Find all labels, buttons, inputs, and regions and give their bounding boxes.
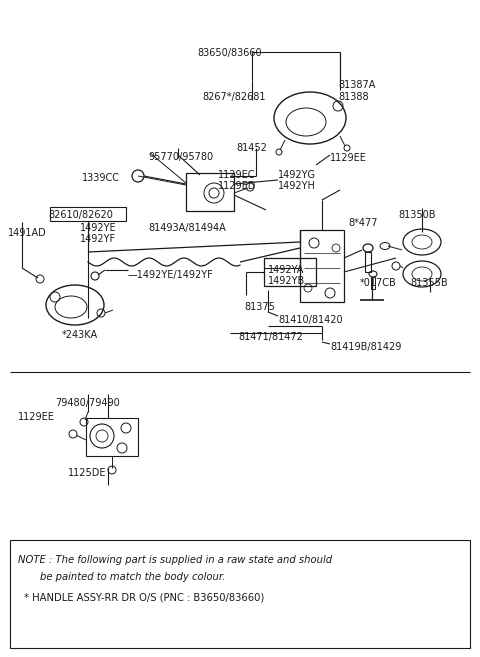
Text: NOTE : The following part is supplied in a raw state and should: NOTE : The following part is supplied in… — [18, 555, 332, 565]
Text: 81375: 81375 — [244, 302, 275, 312]
Text: 1129EC: 1129EC — [218, 170, 255, 180]
Text: 79480/79490: 79480/79490 — [55, 398, 120, 408]
Text: 81387A: 81387A — [338, 80, 375, 90]
Text: 8267*/82681: 8267*/82681 — [202, 92, 265, 102]
Text: 1492YB: 1492YB — [268, 276, 305, 286]
Bar — [371, 277, 375, 289]
Bar — [86, 418, 138, 456]
Text: 1339CC: 1339CC — [82, 173, 120, 183]
Bar — [264, 258, 316, 286]
Text: * HANDLE ASSY-RR DR O/S (PNC : B3650/83660): * HANDLE ASSY-RR DR O/S (PNC : B3650/836… — [24, 592, 264, 602]
Text: 95770/95780: 95770/95780 — [148, 152, 213, 162]
Text: 83650/83660: 83650/83660 — [198, 48, 262, 58]
Text: 81493A/81494A: 81493A/81494A — [148, 223, 226, 233]
Text: —1492YE/1492YF: —1492YE/1492YF — [128, 270, 214, 280]
Text: 1492YE: 1492YE — [80, 223, 117, 233]
Text: 1492YF: 1492YF — [80, 234, 116, 244]
Text: be painted to match the body colour.: be painted to match the body colour. — [40, 572, 225, 582]
Text: 81350B: 81350B — [398, 210, 435, 220]
Text: 8*477: 8*477 — [348, 218, 377, 228]
Text: 1125DE: 1125DE — [68, 468, 107, 478]
Text: 1129EE: 1129EE — [18, 412, 55, 422]
Text: 81410/81420: 81410/81420 — [278, 315, 343, 325]
Bar — [10, 540, 470, 648]
Text: 1129EE: 1129EE — [330, 153, 367, 163]
Text: 1492YG: 1492YG — [278, 170, 316, 180]
Text: 81355B: 81355B — [410, 278, 448, 288]
Circle shape — [309, 238, 319, 248]
Circle shape — [325, 288, 335, 298]
Text: 81471/81472: 81471/81472 — [238, 332, 303, 342]
Text: 81452: 81452 — [236, 143, 267, 153]
Text: 81388: 81388 — [338, 92, 369, 102]
Text: 1129ED: 1129ED — [218, 181, 256, 191]
Text: *017CB: *017CB — [360, 278, 397, 288]
Text: 1491AD: 1491AD — [8, 228, 47, 238]
Bar — [365, 252, 371, 272]
Text: 1492YA: 1492YA — [268, 265, 304, 275]
Text: *243KA: *243KA — [62, 330, 98, 340]
Bar — [300, 230, 344, 302]
Bar — [50, 207, 126, 221]
Text: 1492YH: 1492YH — [278, 181, 316, 191]
Text: 81419B/81429: 81419B/81429 — [330, 342, 401, 352]
Bar — [186, 173, 234, 211]
Text: 82610/82620: 82610/82620 — [48, 210, 113, 220]
